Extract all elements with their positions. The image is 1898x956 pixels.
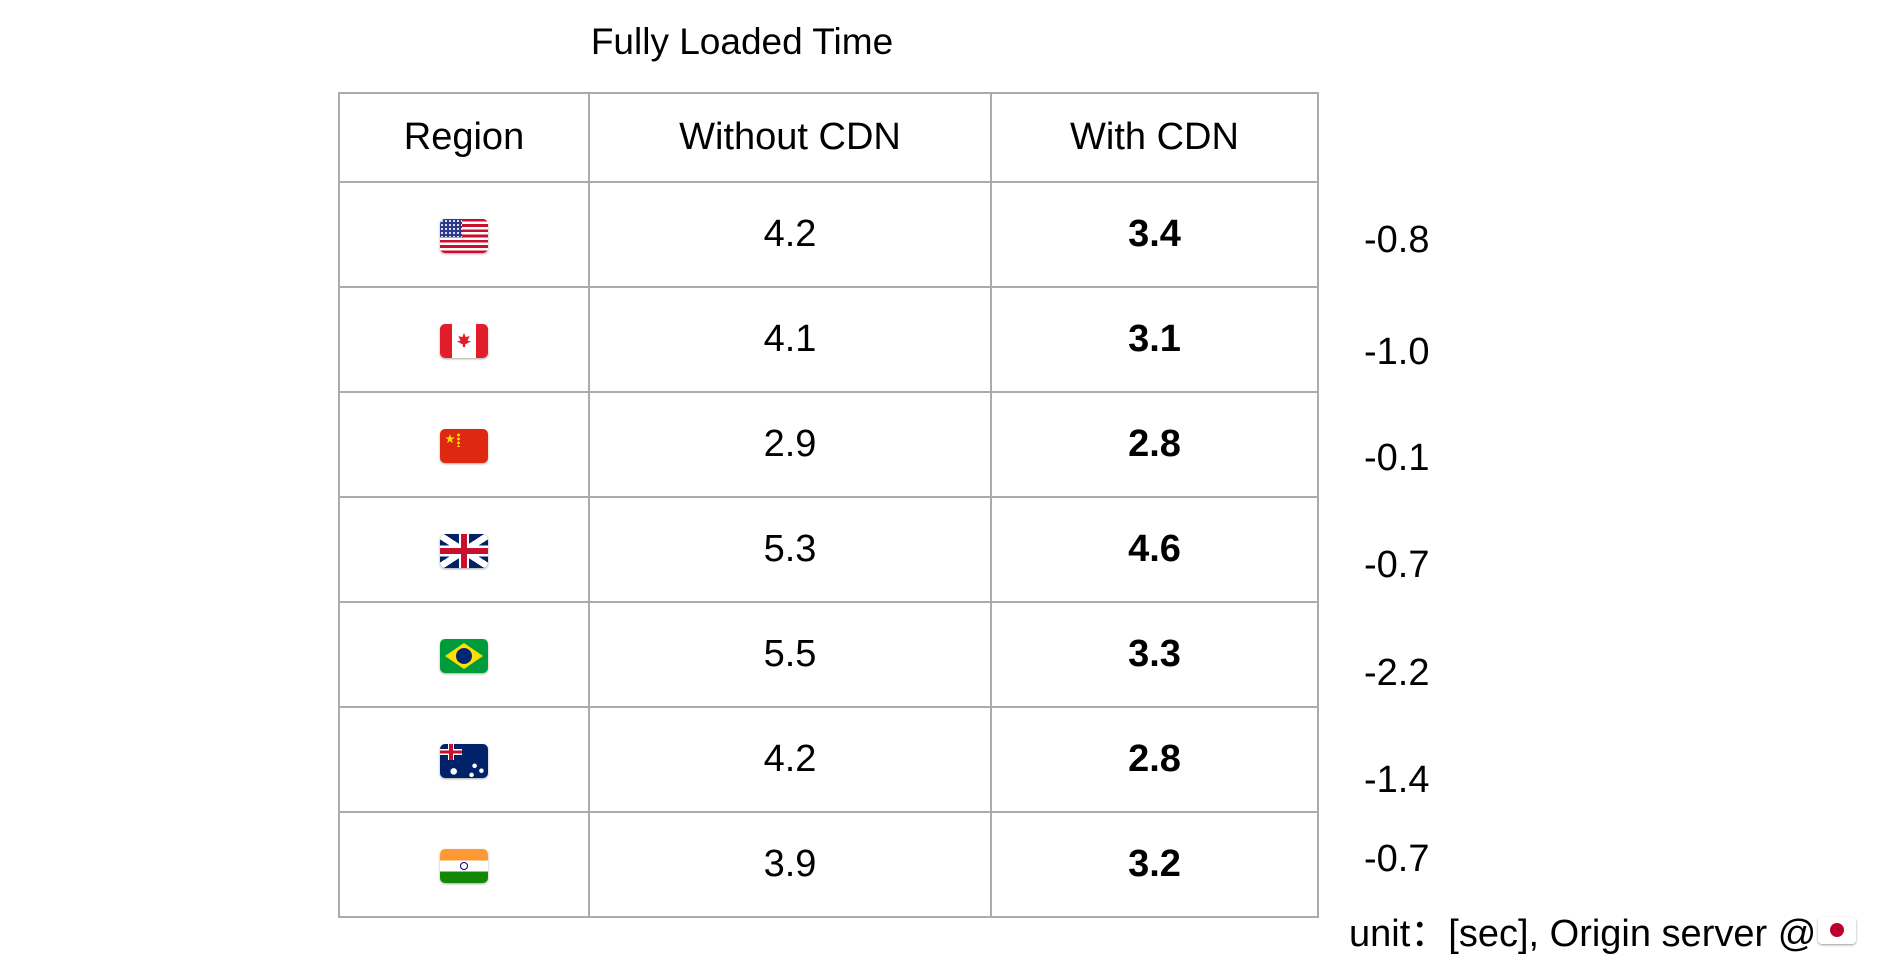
without-cdn-cell: 5.5 xyxy=(588,601,992,708)
difference-value: -0.1 xyxy=(1364,437,1430,479)
with-cdn-cell: 2.8 xyxy=(990,391,1319,498)
with-cdn-cell: 3.4 xyxy=(990,181,1319,288)
header-region: Region xyxy=(338,92,590,183)
table-row: 4.2 2.8 xyxy=(338,706,1319,813)
china-flag-icon xyxy=(440,428,488,463)
region-cell xyxy=(338,181,590,288)
table-row: 4.2 3.4 xyxy=(338,181,1319,288)
australia-flag-icon xyxy=(440,743,488,778)
india-flag-icon xyxy=(440,848,488,883)
fully-loaded-time-table: Region Without CDN With CDN 4.2 3.4 4.1 … xyxy=(338,92,1319,918)
united-states-flag-icon xyxy=(440,218,488,253)
table-row: 3.9 3.2 xyxy=(338,811,1319,918)
without-cdn-cell: 4.1 xyxy=(588,286,992,393)
table-row: 5.3 4.6 xyxy=(338,496,1319,603)
footnote-text: unit：[sec], Origin server @ xyxy=(1349,913,1817,955)
united-kingdom-flag-icon xyxy=(440,533,488,568)
region-cell xyxy=(338,496,590,603)
unit-footnote: unit：[sec], Origin server @ xyxy=(1349,912,1857,956)
without-cdn-cell: 2.9 xyxy=(588,391,992,498)
table-title: Fully Loaded Time xyxy=(590,21,894,62)
without-cdn-cell: 4.2 xyxy=(588,181,992,288)
with-cdn-cell: 4.6 xyxy=(990,496,1319,603)
difference-value: -1.0 xyxy=(1364,331,1430,373)
header-row: Region Without CDN With CDN xyxy=(338,92,1319,183)
table-row: 5.5 3.3 xyxy=(338,601,1319,708)
region-cell xyxy=(338,286,590,393)
difference-value: -0.7 xyxy=(1364,838,1430,880)
without-cdn-cell: 4.2 xyxy=(588,706,992,813)
without-cdn-cell: 5.3 xyxy=(588,496,992,603)
table-row: 4.1 3.1 xyxy=(338,286,1319,393)
table-row: 2.9 2.8 xyxy=(338,391,1319,498)
header-with-cdn: With CDN xyxy=(990,92,1319,183)
region-cell xyxy=(338,601,590,708)
with-cdn-cell: 3.3 xyxy=(990,601,1319,708)
region-cell xyxy=(338,811,590,918)
difference-value: -0.8 xyxy=(1364,219,1430,261)
without-cdn-cell: 3.9 xyxy=(588,811,992,918)
japan-flag-icon xyxy=(1818,917,1857,944)
header-without-cdn: Without CDN xyxy=(588,92,992,183)
difference-value: -0.7 xyxy=(1364,544,1430,586)
difference-value: -2.2 xyxy=(1364,652,1430,694)
with-cdn-cell: 3.1 xyxy=(990,286,1319,393)
region-cell xyxy=(338,706,590,813)
region-cell xyxy=(338,391,590,498)
difference-value: -1.4 xyxy=(1364,759,1430,801)
with-cdn-cell: 2.8 xyxy=(990,706,1319,813)
with-cdn-cell: 3.2 xyxy=(990,811,1319,918)
brazil-flag-icon xyxy=(440,638,488,673)
canada-flag-icon xyxy=(440,323,488,358)
